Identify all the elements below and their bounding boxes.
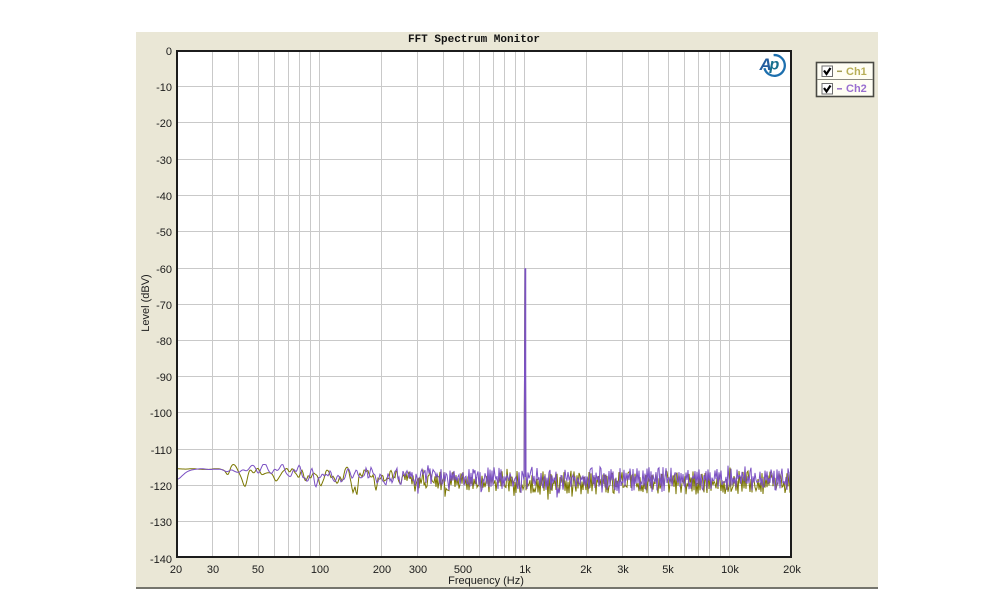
svg-text:p: p	[769, 57, 780, 74]
svg-text:A: A	[759, 55, 772, 74]
